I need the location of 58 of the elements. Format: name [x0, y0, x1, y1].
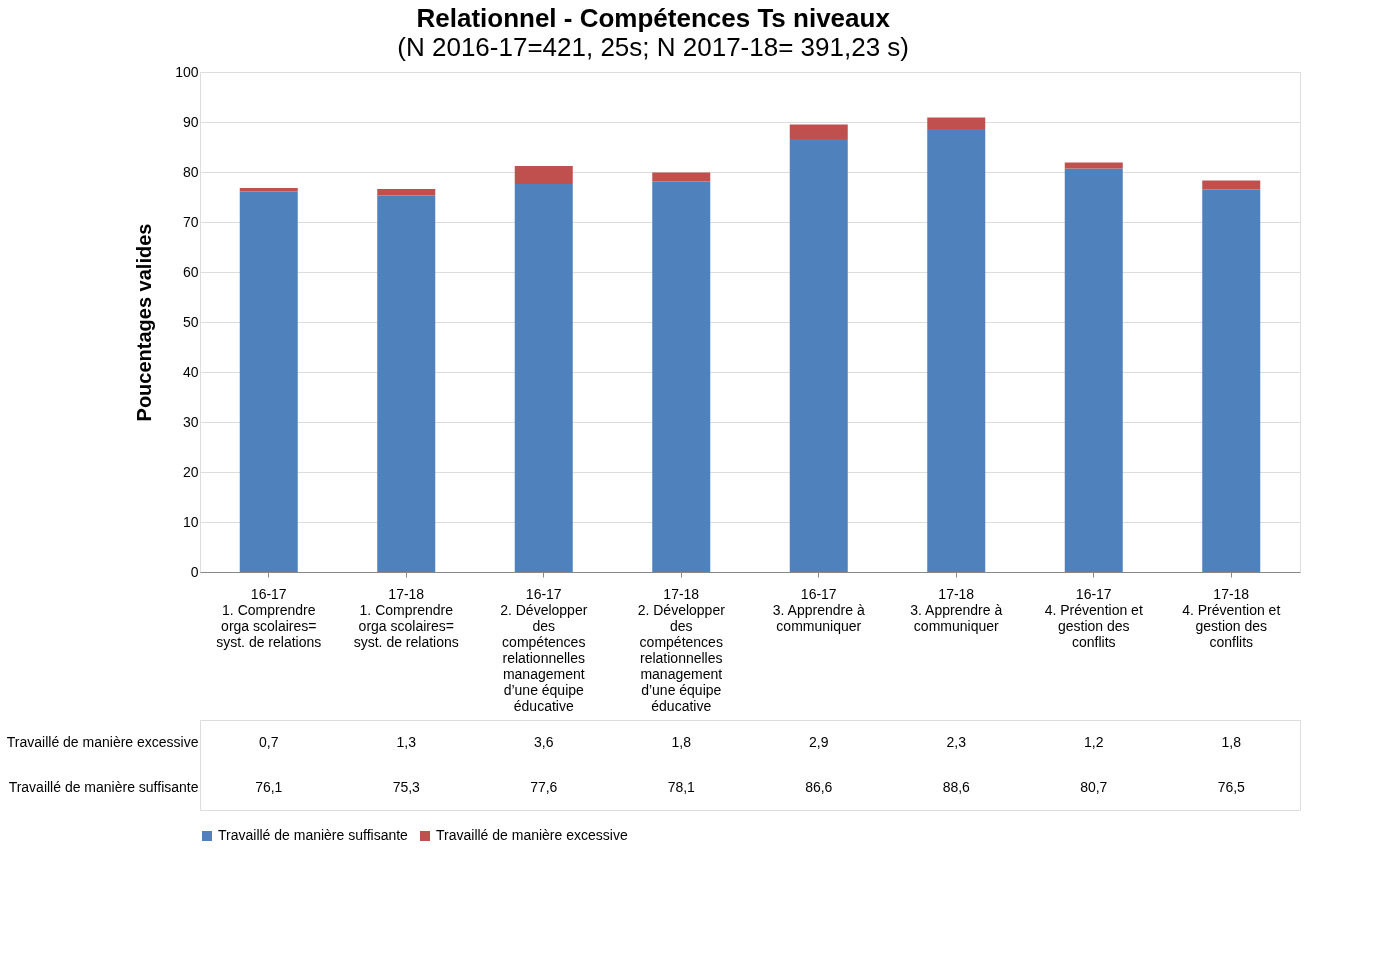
y-axis-title: Poucentages valides [133, 223, 156, 422]
y-tick-label: 0 [190, 563, 199, 580]
legend-label: Travaillé de manière excessive [436, 827, 628, 843]
text: Travaillé de manière suffisante [8, 779, 199, 795]
text: Travaillé de manière excessive [6, 734, 199, 750]
data-label: 2,3 [946, 733, 967, 750]
data-label: 1,3 [396, 733, 417, 750]
data-label: 3,6 [534, 733, 554, 750]
y-tick-label: 70 [182, 213, 199, 230]
y-tick-label: 100 [175, 63, 199, 80]
x-tick-label: 16-17 3. Apprendre à communiquer [772, 585, 865, 634]
bar [239, 188, 298, 192]
y-tick-label: 30 [182, 413, 199, 430]
data-label: 2,9 [809, 733, 829, 750]
bar [927, 117, 986, 129]
bar [652, 172, 711, 182]
y-tick-label: 40 [182, 363, 199, 380]
bar [789, 124, 848, 139]
y-tick-label: 10 [182, 513, 199, 530]
data-label: 76,5 [1217, 778, 1246, 795]
bar [1064, 162, 1123, 169]
data-label: 76,1 [255, 778, 283, 795]
x-tick-label: 17-18 1. Comprendre orga scolaires= syst. de relations [353, 585, 459, 650]
legend-label: Travaillé de manière suffisante [218, 827, 409, 843]
data-label: 1,8 [671, 733, 692, 750]
bar [377, 189, 436, 196]
data-label: 78,1 [667, 778, 696, 795]
x-tick-label: 17-18 4. Prévention et gestion des conflits [1182, 585, 1281, 650]
data-label: 0,7 [259, 733, 279, 750]
chart-title: Relationnel - Compétences Ts niveaux [416, 2, 891, 33]
bar [514, 184, 573, 572]
data-label: 77,6 [530, 778, 558, 795]
bar [514, 166, 573, 184]
x-tick-label: 17-18 3. Apprendre à communiquer [910, 585, 1003, 634]
bar [927, 129, 986, 572]
data-label: 80,7 [1080, 778, 1108, 795]
y-tick-label: 80 [182, 163, 199, 180]
bar [1064, 168, 1123, 572]
bar [377, 195, 436, 572]
x-tick-label: 16-17 2. Développer des compétences relationnelles management d’une équipe éducative [500, 585, 588, 714]
x-tick-label: 16-17 1. Comprendre orga scolaires= syst. de relations [216, 585, 322, 650]
data-label: 88,6 [942, 778, 971, 795]
y-tick-label: 90 [182, 113, 199, 130]
x-tick-label: 17-18 2. Développer des compétences relationnelles management d’une équipe éducative [637, 585, 726, 714]
bar [1202, 180, 1261, 190]
data-label: 1,8 [1221, 733, 1242, 750]
data-label: 75,3 [392, 778, 421, 795]
x-tick-label: 16-17 4. Prévention et gestion des conflits [1044, 585, 1143, 650]
y-tick-label: 60 [182, 263, 199, 280]
bar [1202, 189, 1261, 572]
y-tick-label: 20 [182, 463, 199, 480]
bar [652, 181, 711, 572]
bar [789, 139, 848, 572]
y-tick-label: 50 [182, 313, 199, 330]
chart-subtitle: (N 2016-17=421, 25s; N 2017-18= 391,23 s) [397, 31, 910, 62]
bar [239, 191, 298, 572]
data-label: 1,2 [1084, 733, 1104, 750]
data-label: 86,6 [805, 778, 833, 795]
